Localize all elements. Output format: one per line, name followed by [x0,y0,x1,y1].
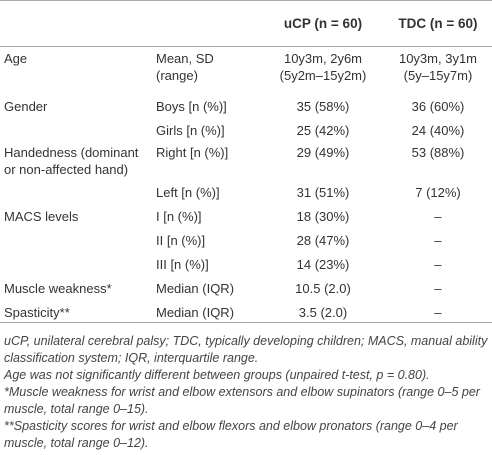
row-measure: Left [n (%)] [156,184,220,200]
table-row: Muscle weakness* Median (IQR) 10.5 (2.0) – [0,277,492,301]
row-label: Age [4,51,28,66]
table-row: Spasticity** Median (IQR) 3.5 (2.0) – [0,301,492,323]
footnote: **Spasticity scores for wrist and elbow … [4,419,458,450]
header-cell: uCP (n = 60) [283,16,363,31]
row-measure: II [n (%)] [156,232,206,248]
row-label: MACS levels [4,208,79,224]
row-measure: Boys [n (%)] [156,98,227,114]
header-cell [0,1,152,47]
tdc-value: – [434,256,442,272]
table: uCP (n = 60) TDC (n = 60) Age Mean, SD (r… [0,0,492,323]
row-measure: I [n (%)] [156,208,202,224]
row-measure: Girls [n (%)] [156,122,225,138]
row-measure: Median (IQR) [156,304,235,320]
ucp-value: 25 (42%) [296,122,350,138]
ucp-value: 10y3m, 2y6m (5y2m–15y2m) [279,51,367,83]
ucp-value: 35 (58%) [296,98,350,114]
row-label: Gender [4,98,48,114]
row-measure: Mean, SD (range) [156,51,214,83]
table-row: Left [n (%)] 31 (51%) 7 (12%) [0,181,492,205]
tdc-value: 7 (12%) [415,184,461,200]
table-body: Age Mean, SD (range) 10y3m, 2y6m (5y2m–15y… [0,47,492,323]
tdc-value: 10y3m, 3y1m (5y–15y7m) [398,51,478,83]
footnote: uCP, unilateral cerebral palsy; TDC, typ… [4,334,488,365]
row-measure: III [n (%)] [156,256,209,272]
tdc-value: – [434,208,442,224]
row-label [0,253,152,277]
table-row: II [n (%)] 28 (47%) – [0,229,492,253]
row-measure: Median (IQR) [156,280,235,296]
footnote: *Muscle weakness for wrist and elbow ext… [4,385,480,416]
row-label [0,181,152,205]
row-label: Handedness (dominant or non-affected han… [4,144,139,177]
row-label: Spasticity** [4,304,70,320]
row-label [0,119,152,141]
ucp-value: 28 (47%) [296,232,350,248]
header-row: uCP (n = 60) TDC (n = 60) [0,0,492,47]
table-row: Age Mean, SD (range) 10y3m, 2y6m (5y2m–15y… [0,47,492,95]
ucp-value: 18 (30%) [296,208,350,224]
row-measure: Right [n (%)] [156,144,229,160]
row-label: Muscle weakness* [4,280,112,296]
table-row: Girls [n (%)] 25 (42%) 24 (40%) [0,119,492,141]
ucp-value: 29 (49%) [296,144,350,160]
ucp-value: 3.5 (2.0) [298,304,348,320]
table-row: MACS levels I [n (%)] 18 (30%) – [0,205,492,229]
tdc-value: 53 (88%) [411,144,465,160]
notes: uCP, unilateral cerebral palsy; TDC, typ… [0,323,492,452]
header-cell [152,1,262,47]
ucp-value: 14 (23%) [296,256,350,272]
footnote: Age was not significantly different betw… [4,368,430,382]
row-label [0,229,152,253]
tdc-value: – [434,280,442,296]
tdc-value: – [434,304,442,320]
header-cell: TDC (n = 60) [398,16,478,31]
tdc-value: 24 (40%) [411,122,465,138]
table-row: Handedness (dominant or non-affected han… [0,141,492,181]
table-row: III [n (%)] 14 (23%) – [0,253,492,277]
tdc-value: – [434,232,442,248]
ucp-value: 10.5 (2.0) [295,280,351,296]
ucp-value: 31 (51%) [296,184,350,200]
tdc-value: 36 (60%) [411,98,465,114]
table-row: Gender Boys [n (%)] 35 (58%) 36 (60%) [0,95,492,119]
